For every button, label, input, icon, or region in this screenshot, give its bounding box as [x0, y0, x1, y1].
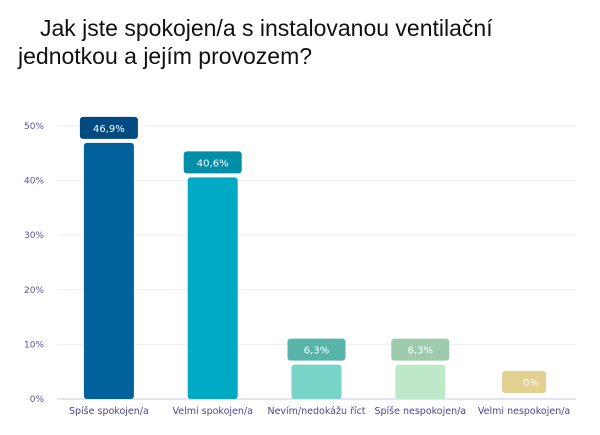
chart-title: Jak jste spokojen/a s instalovanou venti… — [18, 14, 588, 70]
title-line-2: jednotkou a jejím provozem? — [18, 43, 313, 69]
data-label: 46,9% — [93, 124, 125, 135]
title-line-1: Jak jste spokojen/a s instalovanou venti… — [40, 15, 493, 41]
bar — [83, 142, 134, 399]
x-category-label: Nevím/nedokážu říct — [267, 406, 365, 417]
x-category-label: Velmi spokojen/a — [172, 406, 252, 417]
y-tick-label: 10% — [24, 340, 44, 350]
y-tick-label: 40% — [24, 177, 44, 187]
y-tick-label: 50% — [24, 122, 44, 132]
data-label: 40,6% — [197, 158, 229, 169]
data-label-box — [391, 338, 450, 361]
bar — [187, 177, 238, 399]
x-category-label: Spíše spokojen/a — [69, 406, 149, 417]
y-tick-label: 0% — [30, 395, 45, 405]
x-category-label: Spíše nespokojen/a — [374, 406, 466, 417]
bar — [291, 364, 342, 399]
y-tick-label: 20% — [24, 286, 44, 296]
data-label: 0% — [523, 378, 539, 389]
data-label-box — [183, 151, 242, 174]
x-category-label: Velmi nespokojen/a — [478, 406, 570, 417]
data-label: 6,3% — [408, 346, 433, 357]
data-label-box — [287, 338, 346, 361]
y-tick-label: 30% — [24, 231, 44, 241]
data-label: 6,3% — [304, 346, 329, 357]
bar — [395, 364, 446, 399]
data-label-box — [79, 116, 138, 139]
data-label-box — [502, 371, 547, 393]
